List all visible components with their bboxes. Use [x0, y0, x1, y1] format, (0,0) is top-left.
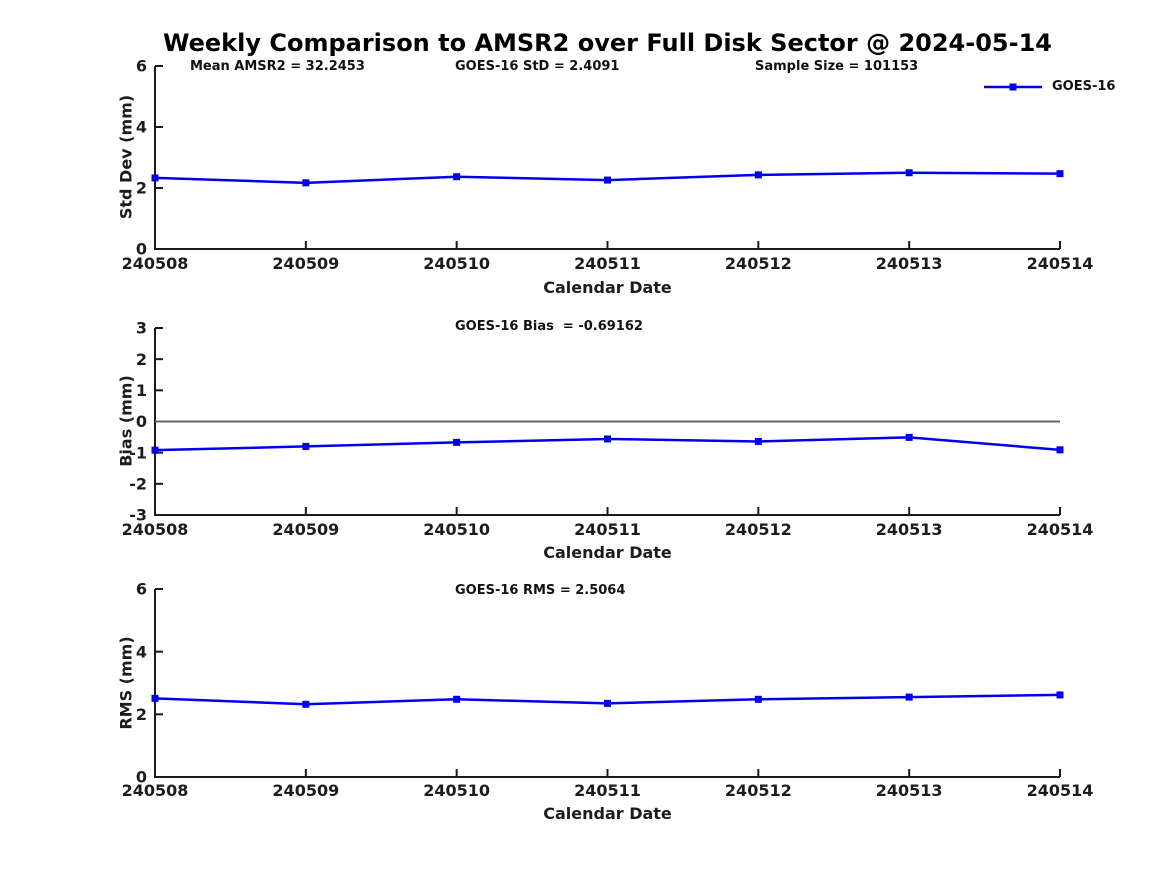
- y-tick-label: 4: [136, 118, 147, 137]
- x-tick-label: 240509: [272, 254, 339, 273]
- y-tick-label: 2: [136, 179, 147, 198]
- data-point-marker: [302, 700, 310, 708]
- data-point-marker: [1056, 446, 1064, 454]
- y-tick-label: 0: [136, 412, 147, 431]
- x-tick-label: 240511: [574, 520, 641, 539]
- x-tick-label: 240513: [876, 254, 943, 273]
- x-tick-label: 240512: [725, 254, 792, 273]
- legend-line-icon: [984, 83, 1042, 90]
- x-tick-label: 240514: [1027, 520, 1094, 539]
- subplot-std-dev: 0 2 4 6 240508 240509 240510 240511 240512 240513…: [122, 57, 1094, 273]
- x-tick-label: 240512: [725, 520, 792, 539]
- data-point-marker: [604, 699, 611, 707]
- subplot-rms: 0 2 4 6 240508 240509 240510 240511 240512 240513…: [122, 580, 1094, 800]
- annotation-goes16-rms: GOES-16 RMS = 2.5064: [455, 583, 626, 598]
- data-point-marker: [151, 446, 159, 454]
- y-tick-label: 0: [136, 240, 147, 259]
- y-tick-label: -2: [129, 474, 147, 493]
- x-tick-label: 240508: [122, 520, 189, 539]
- x-tick-label: 240509: [272, 781, 339, 800]
- legend-label: GOES-16: [1052, 79, 1116, 94]
- y-tick-label: -1: [129, 443, 147, 462]
- x-tick-label: 240509: [272, 520, 339, 539]
- y-tick-label: 4: [136, 642, 147, 661]
- y-tick-label: -3: [129, 506, 147, 525]
- x-tick-label: 240508: [122, 254, 189, 273]
- x-tick-label: 240514: [1027, 254, 1094, 273]
- x-tick-label: 240514: [1027, 781, 1094, 800]
- xlabel-std-dev: Calendar Date: [543, 278, 672, 297]
- data-point-marker: [151, 174, 159, 182]
- xlabel-rms: Calendar Date: [543, 804, 672, 823]
- xlabel-bias: Calendar Date: [543, 543, 672, 562]
- x-tick-label: 240510: [423, 520, 490, 539]
- y-tick-label: 6: [136, 580, 147, 599]
- annotation-goes16-std: GOES-16 StD = 2.4091: [455, 59, 620, 74]
- data-point-marker: [754, 695, 762, 703]
- data-point-marker: [302, 442, 310, 450]
- data-point-marker: [604, 435, 611, 443]
- x-tick-label: 240511: [574, 781, 641, 800]
- x-tick-label: 240512: [725, 781, 792, 800]
- figure-title: Weekly Comparison to AMSR2 over Full Dis…: [163, 29, 1052, 57]
- x-tick-label: 240510: [423, 781, 490, 800]
- data-point-marker: [905, 433, 913, 441]
- data-point-marker: [905, 169, 913, 177]
- y-tick-label: 6: [136, 57, 147, 76]
- data-point-marker: [754, 171, 762, 179]
- y-tick-label: 3: [136, 319, 147, 338]
- data-point-marker: [754, 437, 762, 445]
- y-tick-label: 2: [136, 705, 147, 724]
- data-point-marker: [151, 694, 159, 702]
- data-point-marker: [302, 179, 310, 187]
- legend: GOES-16: [982, 79, 1115, 94]
- x-tick-label: 240513: [876, 781, 943, 800]
- data-point-marker: [453, 173, 461, 181]
- data-point-marker: [453, 438, 461, 446]
- annotation-sample-size: Sample Size = 101153: [755, 59, 919, 74]
- data-point-marker: [905, 693, 913, 701]
- x-tick-label: 240508: [122, 781, 189, 800]
- data-point-marker: [453, 695, 461, 703]
- y-tick-label: 2: [136, 350, 147, 369]
- x-tick-label: 240510: [423, 254, 490, 273]
- x-tick-label: 240511: [574, 254, 641, 273]
- y-tick-label: 0: [136, 768, 147, 787]
- data-point-marker: [604, 176, 611, 184]
- data-point-marker: [1056, 170, 1064, 178]
- x-tick-label: 240513: [876, 520, 943, 539]
- annotation-mean-amsr2: Mean AMSR2 = 32.2453: [190, 59, 365, 74]
- y-tick-label: 1: [136, 381, 147, 400]
- data-point-marker: [1056, 691, 1064, 699]
- annotation-goes16-bias: GOES-16 Bias = -0.69162: [455, 319, 643, 334]
